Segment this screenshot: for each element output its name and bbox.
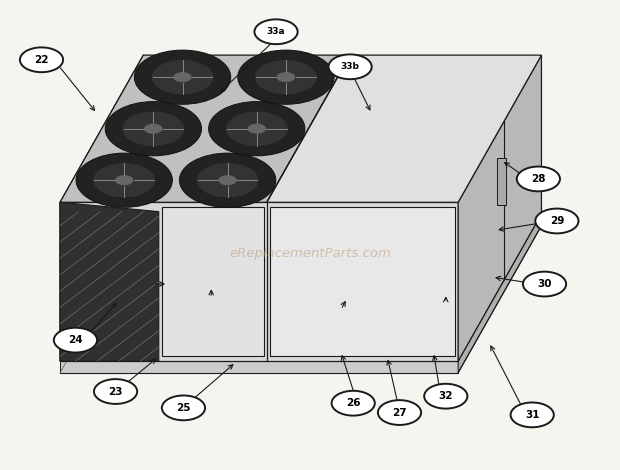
Ellipse shape	[115, 175, 134, 186]
Polygon shape	[270, 207, 455, 356]
Ellipse shape	[277, 72, 296, 83]
Ellipse shape	[93, 163, 156, 198]
Polygon shape	[497, 158, 507, 205]
Text: 27: 27	[392, 407, 407, 417]
Ellipse shape	[254, 19, 298, 44]
Ellipse shape	[173, 72, 192, 83]
Ellipse shape	[151, 60, 214, 95]
Ellipse shape	[226, 111, 288, 146]
Polygon shape	[60, 361, 458, 373]
Text: 32: 32	[438, 391, 453, 401]
Polygon shape	[267, 55, 541, 202]
Ellipse shape	[20, 47, 63, 72]
Ellipse shape	[516, 166, 560, 191]
Ellipse shape	[179, 153, 276, 207]
Text: 33b: 33b	[340, 63, 360, 71]
Text: 22: 22	[34, 55, 49, 65]
Ellipse shape	[247, 123, 267, 134]
Ellipse shape	[208, 102, 305, 156]
Ellipse shape	[144, 123, 163, 134]
Polygon shape	[458, 55, 541, 361]
Polygon shape	[60, 55, 143, 361]
Text: 28: 28	[531, 174, 546, 184]
Ellipse shape	[511, 402, 554, 427]
Text: 24: 24	[68, 335, 82, 345]
Ellipse shape	[535, 209, 578, 234]
Text: 29: 29	[550, 216, 564, 226]
Text: eReplacementParts.com: eReplacementParts.com	[229, 247, 391, 260]
Ellipse shape	[54, 328, 97, 352]
Ellipse shape	[135, 50, 231, 104]
Polygon shape	[60, 55, 350, 202]
Text: 26: 26	[346, 398, 360, 408]
Ellipse shape	[378, 400, 421, 425]
Ellipse shape	[162, 395, 205, 420]
Polygon shape	[60, 202, 458, 361]
Ellipse shape	[332, 391, 375, 415]
Ellipse shape	[424, 384, 467, 408]
Ellipse shape	[76, 153, 172, 207]
Text: 25: 25	[176, 403, 191, 413]
Polygon shape	[458, 214, 541, 373]
Ellipse shape	[238, 50, 334, 104]
Text: 33a: 33a	[267, 27, 285, 36]
Ellipse shape	[122, 111, 185, 146]
Ellipse shape	[197, 163, 259, 198]
Polygon shape	[60, 202, 159, 361]
Ellipse shape	[218, 175, 237, 186]
Ellipse shape	[329, 55, 372, 79]
Text: 31: 31	[525, 410, 539, 420]
Ellipse shape	[94, 379, 137, 404]
Ellipse shape	[105, 102, 202, 156]
Polygon shape	[162, 207, 264, 356]
Ellipse shape	[255, 60, 317, 95]
Text: 30: 30	[538, 279, 552, 289]
Ellipse shape	[523, 272, 566, 297]
Text: 23: 23	[108, 386, 123, 397]
